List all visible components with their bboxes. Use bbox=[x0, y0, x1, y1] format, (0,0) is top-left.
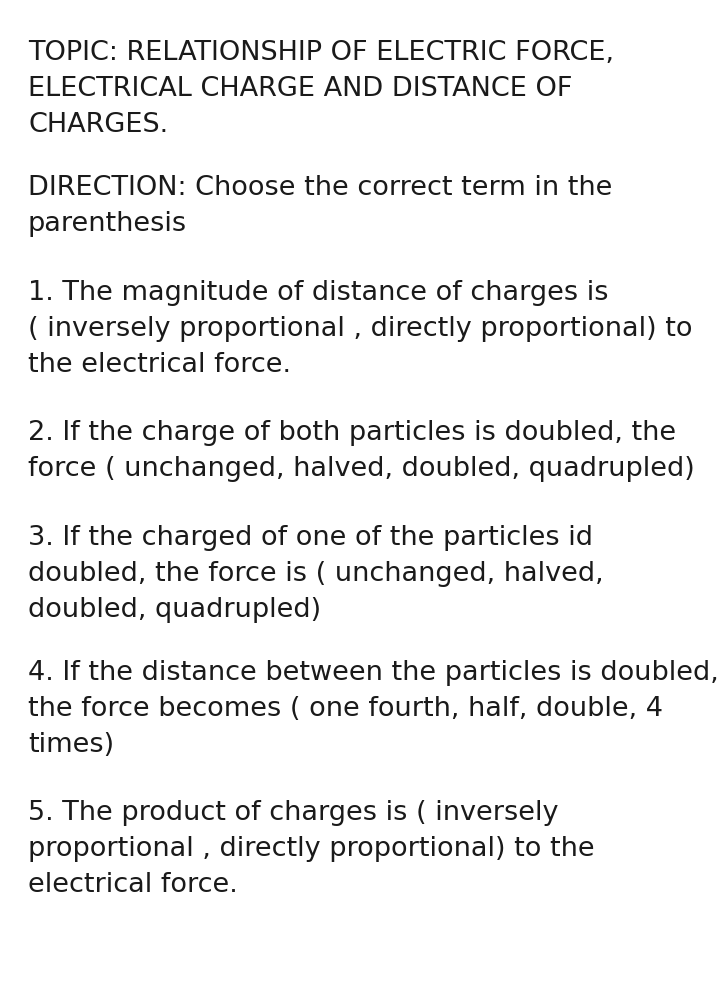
Text: 4. If the distance between the particles is doubled,
the force becomes ( one fou: 4. If the distance between the particles… bbox=[28, 660, 719, 758]
Text: TOPIC: RELATIONSHIP OF ELECTRIC FORCE,
ELECTRICAL CHARGE AND DISTANCE OF
CHARGES: TOPIC: RELATIONSHIP OF ELECTRIC FORCE, E… bbox=[28, 40, 614, 138]
Text: 5. The product of charges is ( inversely
proportional , directly proportional) t: 5. The product of charges is ( inversely… bbox=[28, 800, 595, 898]
Text: 1. The magnitude of distance of charges is
( inversely proportional , directly p: 1. The magnitude of distance of charges … bbox=[28, 280, 693, 378]
Text: 3. If the charged of one of the particles id
doubled, the force is ( unchanged, : 3. If the charged of one of the particle… bbox=[28, 525, 603, 623]
Text: 2. If the charge of both particles is doubled, the
force ( unchanged, halved, do: 2. If the charge of both particles is do… bbox=[28, 420, 695, 482]
Text: DIRECTION: Choose the correct term in the
parenthesis: DIRECTION: Choose the correct term in th… bbox=[28, 175, 613, 237]
